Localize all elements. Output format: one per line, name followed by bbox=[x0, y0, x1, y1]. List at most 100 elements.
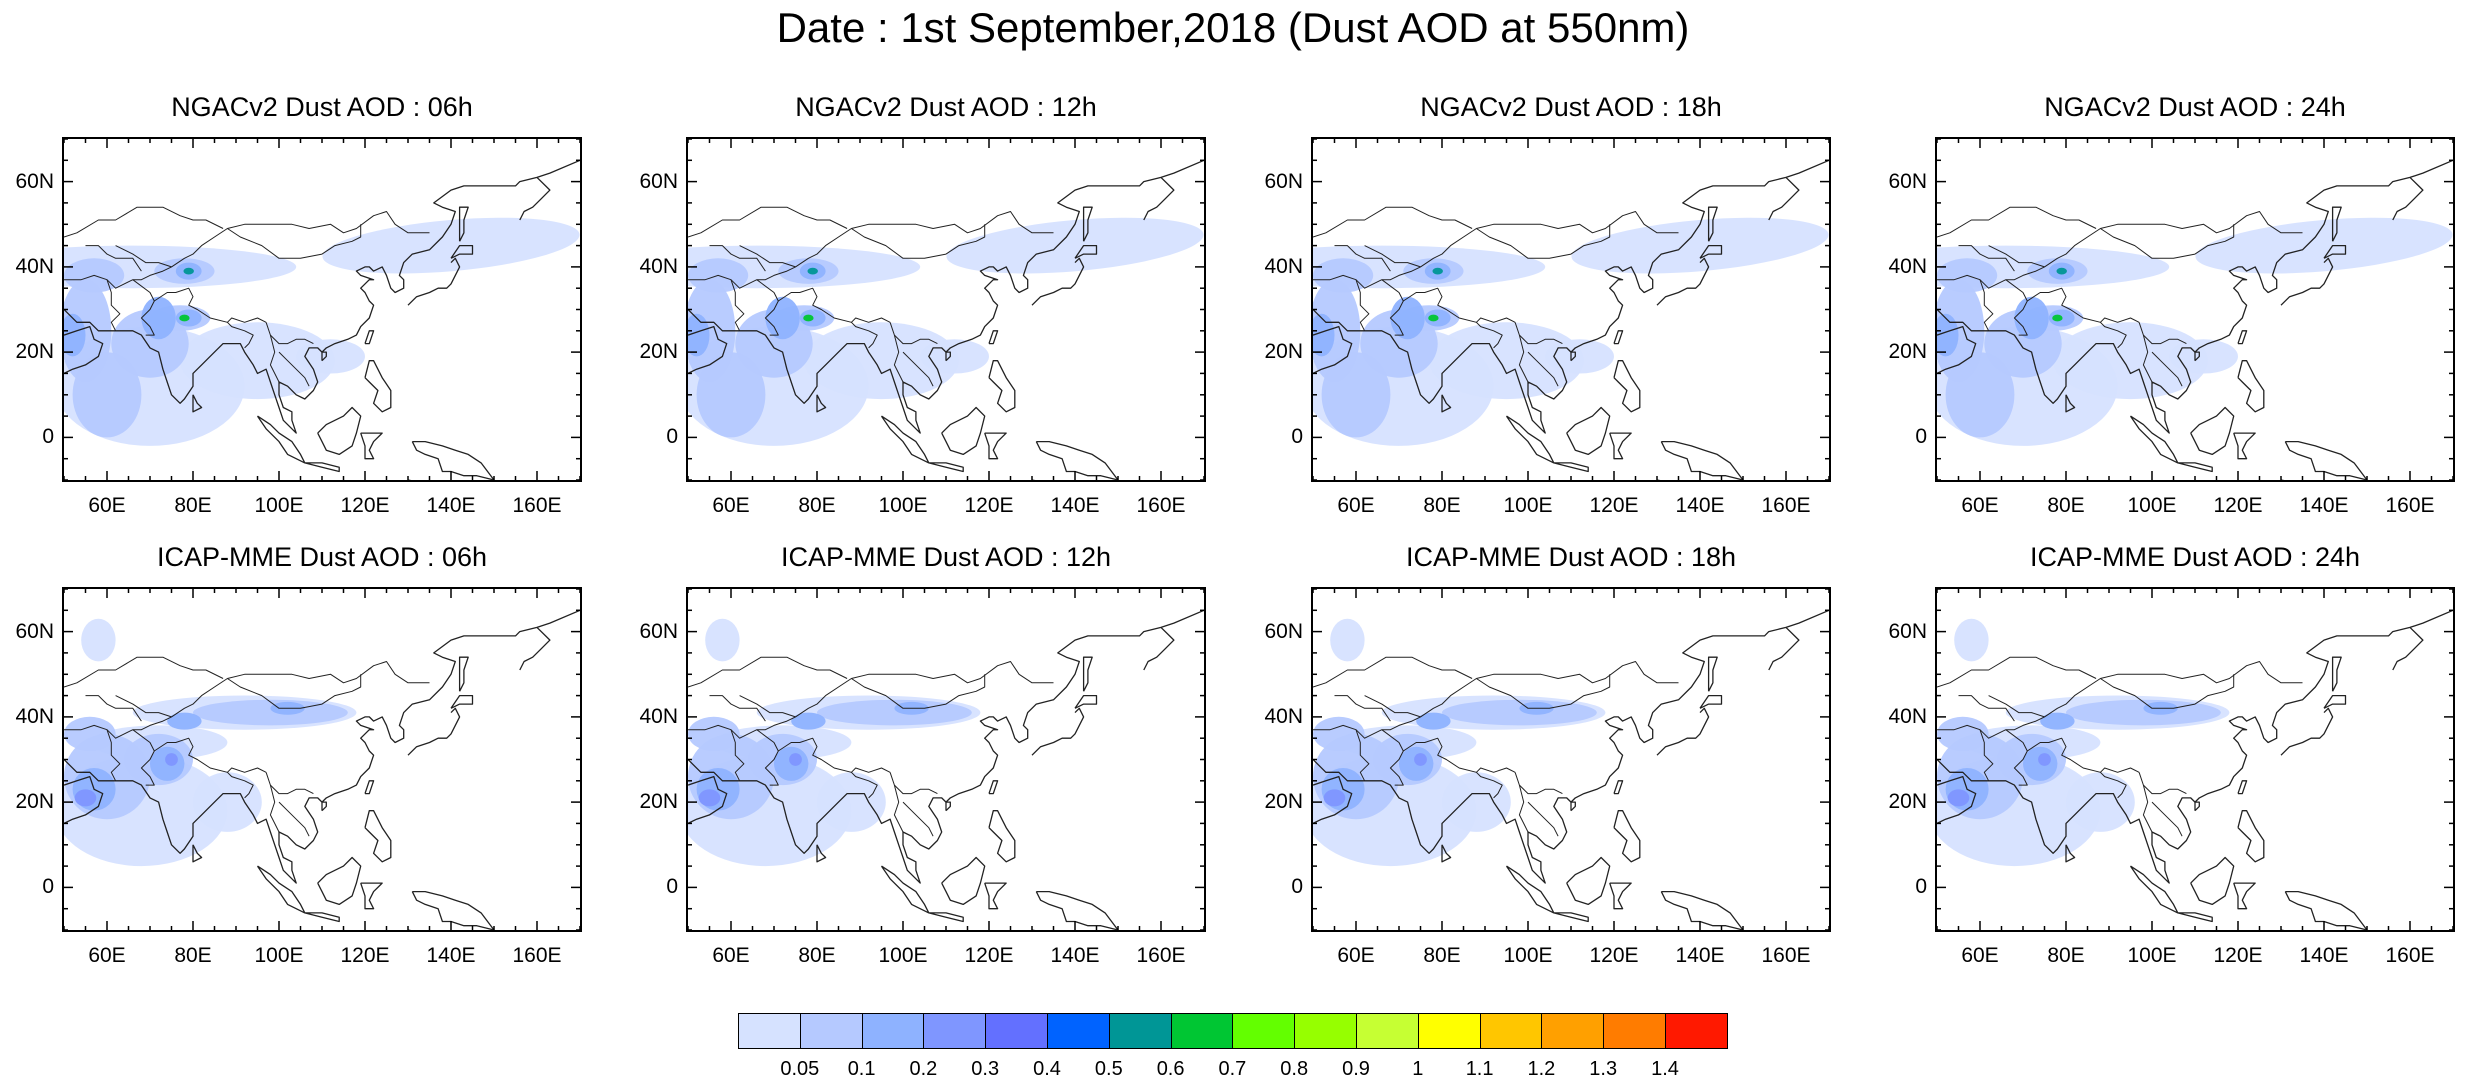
lat-tick-label: 20N bbox=[15, 790, 54, 814]
lon-tick-label: 160E bbox=[1136, 494, 1186, 517]
colorbar-label: 1.4 bbox=[1651, 1058, 1679, 1080]
dust-aod-map bbox=[64, 589, 580, 930]
country-border bbox=[709, 245, 766, 272]
panel-title: NGACv2 Dust AOD : 18h bbox=[1420, 92, 1722, 122]
panel-title: ICAP-MME Dust AOD : 06h bbox=[156, 542, 488, 572]
lon-tick-label: 100E bbox=[878, 494, 928, 517]
aod-region bbox=[791, 712, 826, 730]
coastline bbox=[984, 882, 1007, 910]
lat-tick-label: 20N bbox=[1264, 340, 1303, 364]
aod-field bbox=[64, 618, 357, 867]
coastline bbox=[2237, 810, 2265, 863]
coastline bbox=[2237, 330, 2248, 345]
country-border bbox=[889, 772, 938, 795]
aod-region bbox=[193, 699, 348, 726]
lat-tick-label: 60N bbox=[1888, 169, 1927, 193]
aod-region bbox=[2066, 699, 2221, 726]
coastline bbox=[1613, 780, 1624, 795]
aod-region bbox=[180, 322, 335, 400]
panel-title: NGACv2 Dust AOD : 24h bbox=[2044, 92, 2346, 122]
colorbar-swatch bbox=[1232, 1013, 1296, 1049]
coastline bbox=[2323, 244, 2347, 259]
country-border bbox=[227, 674, 362, 709]
lat-tick-label: 40N bbox=[1264, 704, 1303, 728]
country-border bbox=[1518, 334, 1529, 383]
axis-ticks bbox=[64, 139, 580, 480]
coastline bbox=[2177, 462, 2213, 473]
coastline bbox=[2284, 890, 2368, 930]
coastline bbox=[816, 844, 827, 863]
coastline bbox=[688, 609, 1204, 884]
country-border bbox=[1476, 321, 1503, 349]
coastline bbox=[364, 780, 375, 795]
country-border bbox=[227, 321, 254, 349]
country-border bbox=[1518, 784, 1529, 833]
aod-region bbox=[1571, 217, 1829, 274]
coastline bbox=[192, 394, 203, 413]
coastline bbox=[988, 360, 1016, 413]
coastline bbox=[317, 856, 362, 906]
aod-field bbox=[688, 618, 981, 867]
aod-region bbox=[296, 339, 365, 374]
lon-tick-label: 120E bbox=[2213, 944, 2263, 967]
aod-region bbox=[1945, 352, 2015, 438]
lon-tick-label: 120E bbox=[2213, 494, 2263, 517]
lon-tick-label: 120E bbox=[340, 944, 390, 967]
aod-region bbox=[2169, 339, 2238, 374]
aod-region bbox=[81, 618, 116, 662]
country-border bbox=[778, 287, 891, 323]
colorbar-label: 0.2 bbox=[909, 1058, 938, 1080]
lat-tick-label: 0 bbox=[1915, 425, 1927, 449]
lon-tick-label: 140E bbox=[1675, 944, 1725, 967]
country-border bbox=[688, 211, 1054, 289]
coastline bbox=[988, 330, 999, 345]
coastline bbox=[458, 206, 469, 242]
lon-tick-label: 100E bbox=[254, 944, 304, 967]
country-border bbox=[851, 321, 878, 349]
lon-tick-label: 100E bbox=[1503, 494, 1553, 517]
lat-tick-label: 60N bbox=[639, 619, 678, 643]
coastline bbox=[1768, 176, 1800, 221]
aod-region bbox=[183, 267, 194, 275]
aod-region bbox=[1954, 618, 1989, 662]
lon-tick-label: 60E bbox=[712, 944, 750, 967]
coastline bbox=[1609, 432, 1632, 460]
country-border bbox=[1381, 729, 1404, 786]
aod-region bbox=[1313, 313, 1335, 357]
coastline bbox=[2331, 656, 2342, 692]
aod-region bbox=[1937, 716, 1989, 751]
country-border bbox=[2027, 287, 2140, 323]
country-border bbox=[64, 211, 430, 289]
coastline bbox=[941, 406, 986, 456]
country-border bbox=[1979, 729, 1994, 782]
aod-region bbox=[817, 699, 972, 726]
coastline bbox=[2237, 360, 2265, 413]
lon-tick-label: 160E bbox=[512, 494, 562, 517]
coastline bbox=[1699, 244, 1723, 259]
coastline bbox=[2129, 865, 2179, 914]
lon-tick-label: 80E bbox=[2047, 944, 2085, 967]
country-border bbox=[227, 771, 254, 799]
country-border bbox=[1355, 729, 1370, 782]
country-border bbox=[1958, 245, 2015, 272]
aod-region bbox=[193, 772, 262, 832]
coastline bbox=[1656, 707, 1710, 756]
country-border bbox=[269, 784, 280, 833]
coastline bbox=[1613, 810, 1641, 863]
coastline bbox=[304, 462, 340, 473]
aod-region bbox=[1937, 313, 1959, 357]
aod-region bbox=[1321, 352, 1391, 438]
coastline bbox=[1768, 626, 1800, 671]
lat-tick-label: 40N bbox=[639, 254, 678, 278]
lon-tick-label: 80E bbox=[174, 494, 212, 517]
country-border bbox=[1313, 206, 1473, 238]
aod-field bbox=[1937, 217, 2453, 446]
colorbar-swatch bbox=[861, 1013, 925, 1049]
aod-region bbox=[1432, 267, 1443, 275]
coastline bbox=[1553, 912, 1589, 923]
country-border bbox=[2005, 279, 2028, 336]
lon-tick-label: 80E bbox=[798, 944, 836, 967]
country-border bbox=[739, 245, 796, 268]
coastline bbox=[1082, 656, 1093, 692]
coastline bbox=[1035, 890, 1119, 930]
